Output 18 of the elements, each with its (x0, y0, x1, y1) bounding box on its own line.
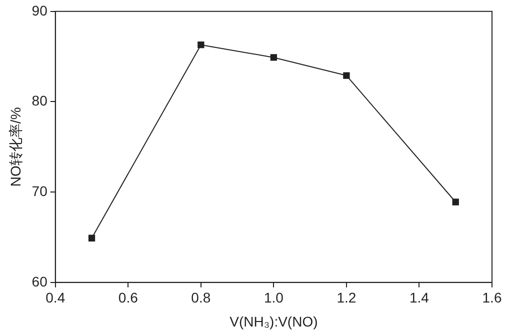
y-tick-label: 80 (32, 92, 48, 109)
x-tick-label: 1.4 (409, 290, 430, 306)
point (452, 198, 459, 206)
point (198, 41, 204, 48)
x-tick-label: 1.6 (482, 290, 502, 306)
x-tick-label: 1.0 (264, 290, 284, 306)
x-tick-label: 0.6 (118, 290, 138, 306)
point (270, 54, 278, 61)
point (88, 234, 96, 242)
x-tick-label: 1.2 (336, 290, 356, 306)
y-tick-label: 90 (32, 2, 48, 18)
x-tick-label: 0.4 (46, 290, 66, 306)
y-axis-title: NO转化率/% (7, 107, 24, 187)
y-tick-label: 70 (32, 182, 48, 199)
point (343, 72, 350, 79)
y-tick-label: 60 (32, 273, 48, 290)
x-axis-title: V(NH₃):V(NO) (230, 313, 318, 330)
x-tick-label: 0.8 (191, 290, 211, 306)
